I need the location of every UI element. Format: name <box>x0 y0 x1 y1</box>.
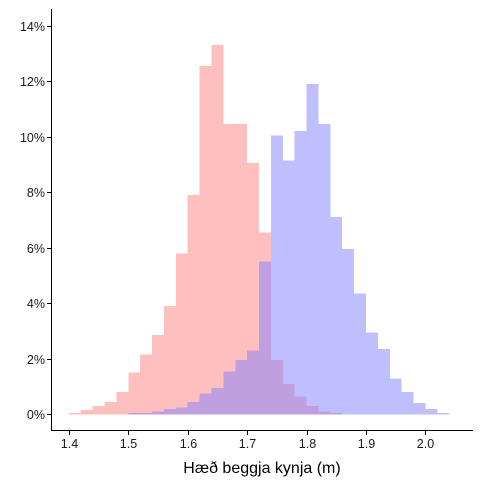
histogram-bar <box>282 160 295 415</box>
histogram-bar <box>425 408 438 415</box>
histogram-bar <box>235 360 248 415</box>
histogram-bar <box>247 350 260 415</box>
histogram-bar <box>235 124 248 415</box>
histogram-bar <box>187 195 200 415</box>
y-tick-label: 6% <box>27 242 45 256</box>
histogram-bar <box>104 401 117 415</box>
histogram-bar <box>413 403 426 415</box>
histogram-bar <box>377 349 390 415</box>
histogram-bar <box>401 392 414 415</box>
x-tick-label: 1.8 <box>299 437 316 451</box>
histogram-bar <box>163 306 176 415</box>
x-tick-label: 1.4 <box>61 437 78 451</box>
histogram-bar <box>223 371 236 415</box>
histogram-bar <box>389 378 402 415</box>
histogram-bar <box>175 407 188 415</box>
histogram-bar <box>247 163 260 415</box>
x-tick-label: 2.0 <box>417 437 434 451</box>
x-tick-label: 1.9 <box>358 437 375 451</box>
histogram-bar <box>128 412 141 415</box>
x-axis-ticks: 1.4 1.5 1.6 1.7 1.8 1.9 2.0 <box>61 431 434 451</box>
histogram-series-2 <box>128 83 450 415</box>
y-tick-label: 4% <box>27 297 45 311</box>
histogram-bar <box>199 393 212 415</box>
histogram-bar <box>187 401 200 415</box>
histogram-bar <box>163 408 176 415</box>
histogram-bar <box>366 332 378 415</box>
y-tick-label: 0% <box>27 408 45 422</box>
bars-layer <box>68 45 450 415</box>
histogram-bar <box>211 387 224 415</box>
histogram-bar <box>175 253 188 415</box>
histogram-bar <box>199 65 212 415</box>
histogram-bar <box>152 335 164 415</box>
histogram-bar <box>223 124 236 415</box>
y-tick-label: 2% <box>27 353 45 367</box>
histogram-bar <box>68 412 81 415</box>
y-tick-label: 8% <box>27 186 45 200</box>
histogram-bar <box>318 124 331 415</box>
y-tick-label: 10% <box>20 131 45 145</box>
x-tick-label: 1.6 <box>180 437 197 451</box>
histogram-bar <box>259 261 271 415</box>
histogram-bar <box>211 45 224 415</box>
y-tick-label: 12% <box>20 75 45 89</box>
histogram-bar <box>270 135 283 415</box>
histogram-bar <box>140 354 153 415</box>
x-axis-title: Hæð beggja kynja (m) <box>183 460 340 477</box>
histogram-bar <box>92 406 105 415</box>
histogram-bar <box>354 293 367 415</box>
y-axis-ticks: 0% 2% 4% 6% 8% 10% 12% 14% <box>20 20 51 422</box>
histogram-bar <box>152 411 164 415</box>
histogram-bar <box>294 131 307 415</box>
histogram-bar <box>80 410 93 415</box>
histogram-bar <box>306 83 319 415</box>
y-tick-label: 14% <box>20 20 45 34</box>
histogram-bar <box>128 372 141 415</box>
histogram-bar <box>116 392 129 415</box>
x-tick-label: 1.7 <box>239 437 256 451</box>
histogram-bar <box>140 412 153 415</box>
x-tick-label: 1.5 <box>120 437 137 451</box>
histogram-bar <box>330 217 343 415</box>
histogram-bar <box>342 249 355 415</box>
histogram-bar <box>437 412 450 415</box>
